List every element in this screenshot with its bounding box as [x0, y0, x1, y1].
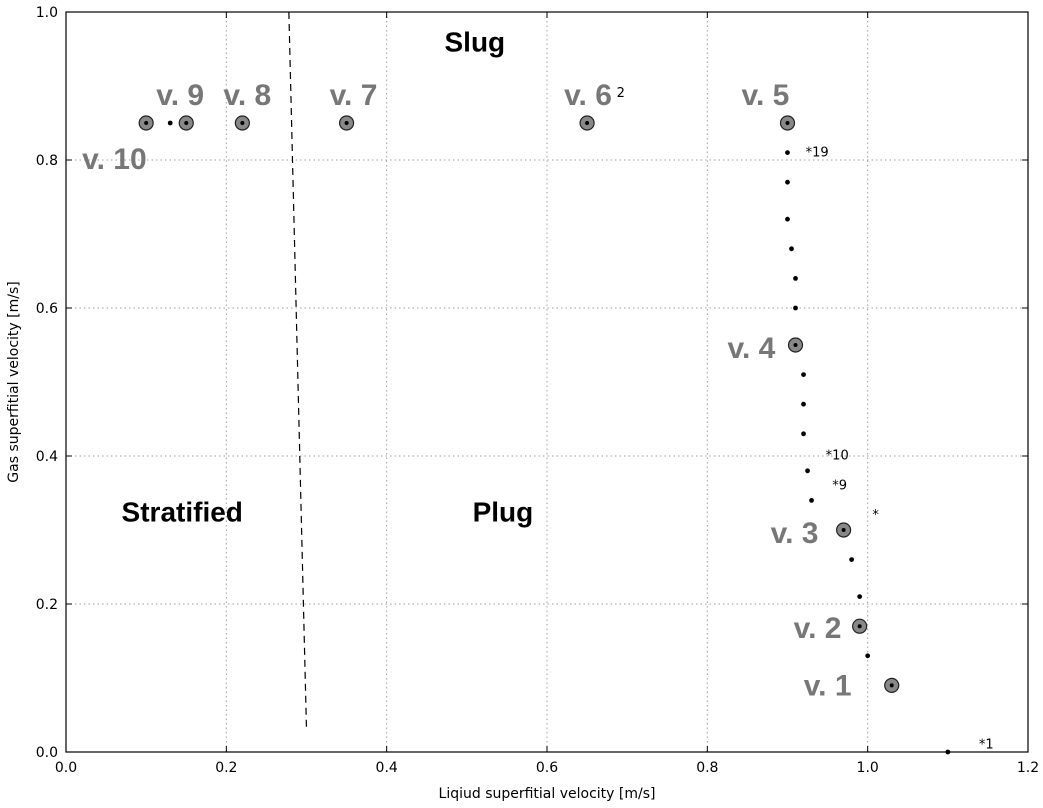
region-label-stratified: Stratified [122, 497, 243, 528]
version-label: v. 7 [330, 79, 378, 112]
version-label: v. 2 [794, 612, 842, 645]
grid-lines [66, 12, 1028, 752]
x-tick-label: 1.0 [857, 760, 879, 776]
y-tick-label: 1.0 [36, 5, 58, 21]
measurement-dot [849, 557, 855, 562]
measurement-dot [793, 276, 798, 281]
version-marker-center [144, 121, 149, 125]
x-tick-label: 1.2 [1017, 760, 1039, 776]
version-marker-center [240, 121, 245, 125]
region-labels: Slug Stratified Plug [122, 27, 534, 528]
annotation-label: 2 [617, 86, 625, 101]
version-label: v. 10 [82, 143, 146, 176]
measurement-dot [809, 498, 814, 503]
y-tick-label: 0.4 [36, 449, 58, 465]
measurement-dot [801, 372, 806, 377]
x-tick-label: 0.8 [696, 760, 718, 776]
version-marker-center [793, 343, 798, 347]
x-axis-label: Liqiud superfitial velocity [m/s] [439, 786, 656, 802]
measurement-dot [801, 431, 806, 437]
y-tick-label: 0.2 [36, 597, 58, 613]
version-points: v. 1 v. 2 v. 3 v. 4 v. 5 v. 6 v. 7 v. 8 v. 9 v. 1… [82, 79, 900, 702]
y-axis-label: Gas superfitial velocity [m/s] [6, 281, 22, 482]
annotation-label: *19 [806, 145, 829, 160]
version-marker-center [184, 121, 189, 125]
region-label-plug: Plug [473, 497, 534, 528]
annotation-label: *1 [979, 737, 994, 752]
y-tick-label: 0.8 [36, 153, 58, 169]
version-marker-center [585, 121, 590, 125]
y-axis-ticks: 0.0 0.2 0.4 0.6 0.8 1.0 [36, 5, 1028, 761]
x-tick-label: 0.4 [376, 760, 398, 776]
measurement-dot [805, 468, 810, 474]
measurement-dot [167, 120, 173, 126]
version-label: v. 4 [728, 332, 776, 365]
x-tick-label: 0.6 [536, 760, 558, 776]
y-tick-label: 0.6 [36, 301, 58, 317]
version-marker-center [889, 683, 894, 688]
version-label: v. 1 [804, 669, 852, 702]
measurement-points [167, 120, 951, 755]
annotation-label: * [872, 508, 879, 523]
y-tick-label: 0.0 [36, 745, 58, 761]
measurement-dot [785, 150, 790, 156]
version-label: v. 9 [156, 79, 204, 112]
region-label-slug: Slug [445, 27, 506, 58]
annotations: *1 *9 *10 *19 * 2 [617, 86, 994, 752]
x-tick-label: 0.2 [215, 760, 237, 776]
measurement-dot [865, 653, 871, 659]
x-tick-label: 0.0 [55, 760, 77, 776]
version-marker-center [344, 121, 349, 125]
measurement-dot [785, 216, 790, 222]
measurement-dot [793, 305, 798, 311]
version-marker-center [857, 624, 862, 629]
version-label: v. 3 [771, 517, 819, 550]
version-label: v. 6 [564, 79, 612, 112]
version-label: v. 8 [223, 79, 271, 112]
x-axis-ticks: 0.0 0.2 0.4 0.6 0.8 1.0 1.2 [55, 12, 1039, 776]
measurement-dot [789, 246, 794, 252]
version-marker-center [841, 528, 846, 532]
annotation-label: *10 [826, 449, 849, 464]
measurement-dot [785, 179, 790, 185]
measurement-dot [801, 401, 806, 407]
version-marker-center [785, 121, 790, 125]
version-label: v. 5 [742, 79, 790, 112]
annotation-label: *9 [832, 478, 847, 493]
measurement-dot [857, 594, 863, 599]
